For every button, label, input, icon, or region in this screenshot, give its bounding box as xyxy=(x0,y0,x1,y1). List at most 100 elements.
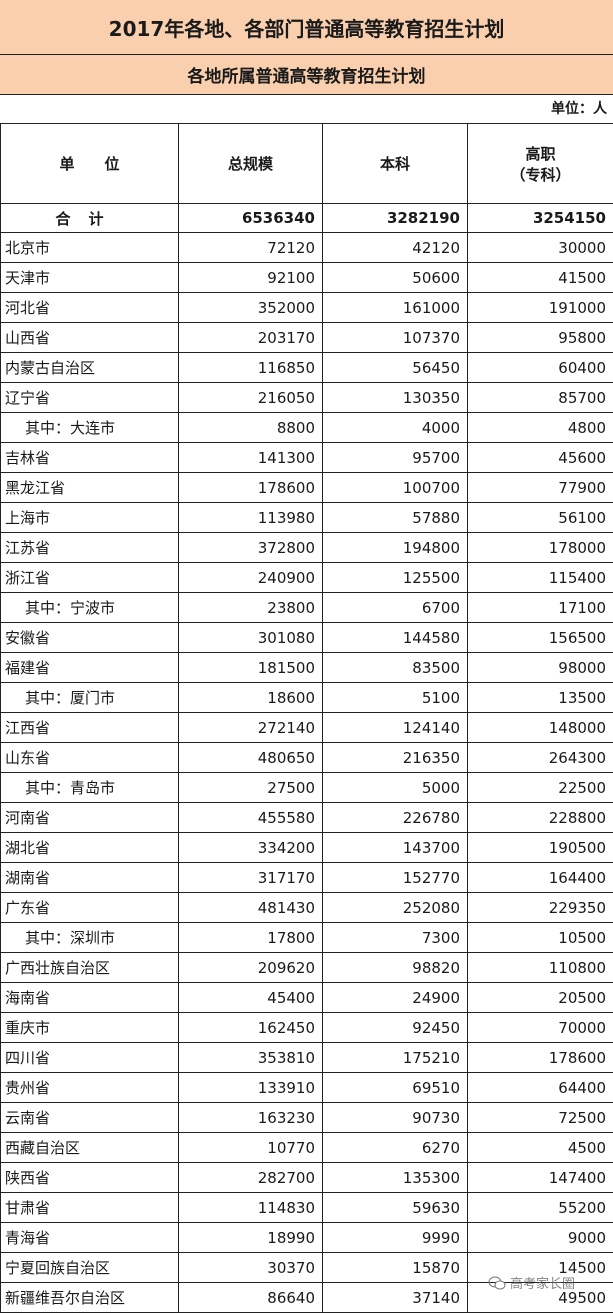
table-row: 湖南省 317170 152770 164400 xyxy=(0,862,613,893)
cell-total: 8800 xyxy=(178,412,323,443)
cell-name: 宁夏回族自治区 xyxy=(0,1252,179,1283)
cell-total: 372800 xyxy=(178,532,323,563)
cell-total: 481430 xyxy=(178,892,323,923)
cell-undergrad: 37140 xyxy=(322,1282,468,1313)
cell-vocational: 190500 xyxy=(467,832,613,863)
table-row: 吉林省 141300 95700 45600 xyxy=(0,442,613,473)
table-row: 上海市 113980 57880 56100 xyxy=(0,502,613,533)
table-row: 西藏自治区 10770 6270 4500 xyxy=(0,1132,613,1163)
cell-name: 安徽省 xyxy=(0,622,179,653)
table-row: 广东省 481430 252080 229350 xyxy=(0,892,613,923)
cell-vocational: 164400 xyxy=(467,862,613,893)
cell-vocational: 156500 xyxy=(467,622,613,653)
cell-total: 30370 xyxy=(178,1252,323,1283)
table-row: 贵州省 133910 69510 64400 xyxy=(0,1072,613,1103)
enrollment-table: 单 位 总规模 本科 高职 （专科） 合计 6536340 3282190 32… xyxy=(0,123,613,1313)
cell-name: 青海省 xyxy=(0,1222,179,1253)
cell-name: 江西省 xyxy=(0,712,179,743)
cell-total: 45400 xyxy=(178,982,323,1013)
table-row: 江苏省 372800 194800 178000 xyxy=(0,532,613,563)
table-row: 宁夏回族自治区 30370 15870 14500 xyxy=(0,1252,613,1283)
cell-undergrad: 7300 xyxy=(322,922,468,953)
cell-undergrad: 161000 xyxy=(322,292,468,323)
cell-vocational: 56100 xyxy=(467,502,613,533)
cell-vocational: 191000 xyxy=(467,292,613,323)
cell-undergrad: 50600 xyxy=(322,262,468,293)
cell-name: 辽宁省 xyxy=(0,382,179,413)
cell-vocational: 70000 xyxy=(467,1012,613,1043)
cell-name: 北京市 xyxy=(0,232,179,263)
total-row: 合计 6536340 3282190 3254150 xyxy=(0,203,613,233)
cell-name: 广西壮族自治区 xyxy=(0,952,179,983)
cell-total: 162450 xyxy=(178,1012,323,1043)
cell-undergrad: 135300 xyxy=(322,1162,468,1193)
cell-vocational: 95800 xyxy=(467,322,613,353)
cell-total: 353810 xyxy=(178,1042,323,1073)
cell-name: 其中：厦门市 xyxy=(0,682,179,713)
table-row: 甘肃省 114830 59630 55200 xyxy=(0,1192,613,1223)
cell-total: 317170 xyxy=(178,862,323,893)
cell-name: 福建省 xyxy=(0,652,179,683)
cell-vocational: 45600 xyxy=(467,442,613,473)
cell-name: 吉林省 xyxy=(0,442,179,473)
cell-undergrad: 5000 xyxy=(322,772,468,803)
table-row: 其中：厦门市 18600 5100 13500 xyxy=(0,682,613,713)
cell-vocational: 60400 xyxy=(467,352,613,383)
cell-vocational: 77900 xyxy=(467,472,613,503)
cell-undergrad: 95700 xyxy=(322,442,468,473)
cell-undergrad: 98820 xyxy=(322,952,468,983)
cell-total: 352000 xyxy=(178,292,323,323)
cell-undergrad: 107370 xyxy=(322,322,468,353)
cell-undergrad: 59630 xyxy=(322,1192,468,1223)
cell-total: 240900 xyxy=(178,562,323,593)
cell-name: 其中：青岛市 xyxy=(0,772,179,803)
cell-total: 72120 xyxy=(178,232,323,263)
header-total: 总规模 xyxy=(178,123,323,204)
cell-name: 山东省 xyxy=(0,742,179,773)
table-row: 其中：青岛市 27500 5000 22500 xyxy=(0,772,613,803)
cell-undergrad: 100700 xyxy=(322,472,468,503)
document-subtitle: 各地所属普通高等教育招生计划 xyxy=(0,55,613,95)
table-row: 新疆维吾尔自治区 86640 37140 49500 xyxy=(0,1282,613,1313)
cell-vocational: 229350 xyxy=(467,892,613,923)
cell-name: 四川省 xyxy=(0,1042,179,1073)
cell-name: 江苏省 xyxy=(0,532,179,563)
table-row: 四川省 353810 175210 178600 xyxy=(0,1042,613,1073)
cell-vocational: 64400 xyxy=(467,1072,613,1103)
cell-name: 山西省 xyxy=(0,322,179,353)
cell-name: 其中：大连市 xyxy=(0,412,179,443)
cell-total: 334200 xyxy=(178,832,323,863)
watermark-text: 高考家长圈 xyxy=(510,1277,576,1292)
cell-vocational: 30000 xyxy=(467,232,613,263)
cell-name: 其中：宁波市 xyxy=(0,592,179,623)
table-row: 海南省 45400 24900 20500 xyxy=(0,982,613,1013)
cell-total: 18990 xyxy=(178,1222,323,1253)
cell-vocational: 9000 xyxy=(467,1222,613,1253)
cell-vocational: 178000 xyxy=(467,532,613,563)
cell-total: 141300 xyxy=(178,442,323,473)
cell-name: 天津市 xyxy=(0,262,179,293)
cell-total: 113980 xyxy=(178,502,323,533)
cell-total: 17800 xyxy=(178,922,323,953)
cell-vocational: 41500 xyxy=(467,262,613,293)
cell-vocational: 178600 xyxy=(467,1042,613,1073)
wechat-icon xyxy=(488,1276,506,1289)
cell-name: 内蒙古自治区 xyxy=(0,352,179,383)
cell-name: 甘肃省 xyxy=(0,1192,179,1223)
cell-undergrad: 56450 xyxy=(322,352,468,383)
cell-undergrad: 57880 xyxy=(322,502,468,533)
cell-undergrad: 42120 xyxy=(322,232,468,263)
cell-undergrad: 15870 xyxy=(322,1252,468,1283)
cell-undergrad: 6270 xyxy=(322,1132,468,1163)
cell-vocational: 148000 xyxy=(467,712,613,743)
cell-undergrad: 175210 xyxy=(322,1042,468,1073)
cell-name: 西藏自治区 xyxy=(0,1132,179,1163)
cell-undergrad: 24900 xyxy=(322,982,468,1013)
cell-undergrad: 4000 xyxy=(322,412,468,443)
cell-total: 23800 xyxy=(178,592,323,623)
table-row: 重庆市 162450 92450 70000 xyxy=(0,1012,613,1043)
header-row: 单 位 总规模 本科 高职 （专科） xyxy=(0,123,613,204)
table-row: 黑龙江省 178600 100700 77900 xyxy=(0,472,613,503)
cell-name: 上海市 xyxy=(0,502,179,533)
cell-name: 贵州省 xyxy=(0,1072,179,1103)
